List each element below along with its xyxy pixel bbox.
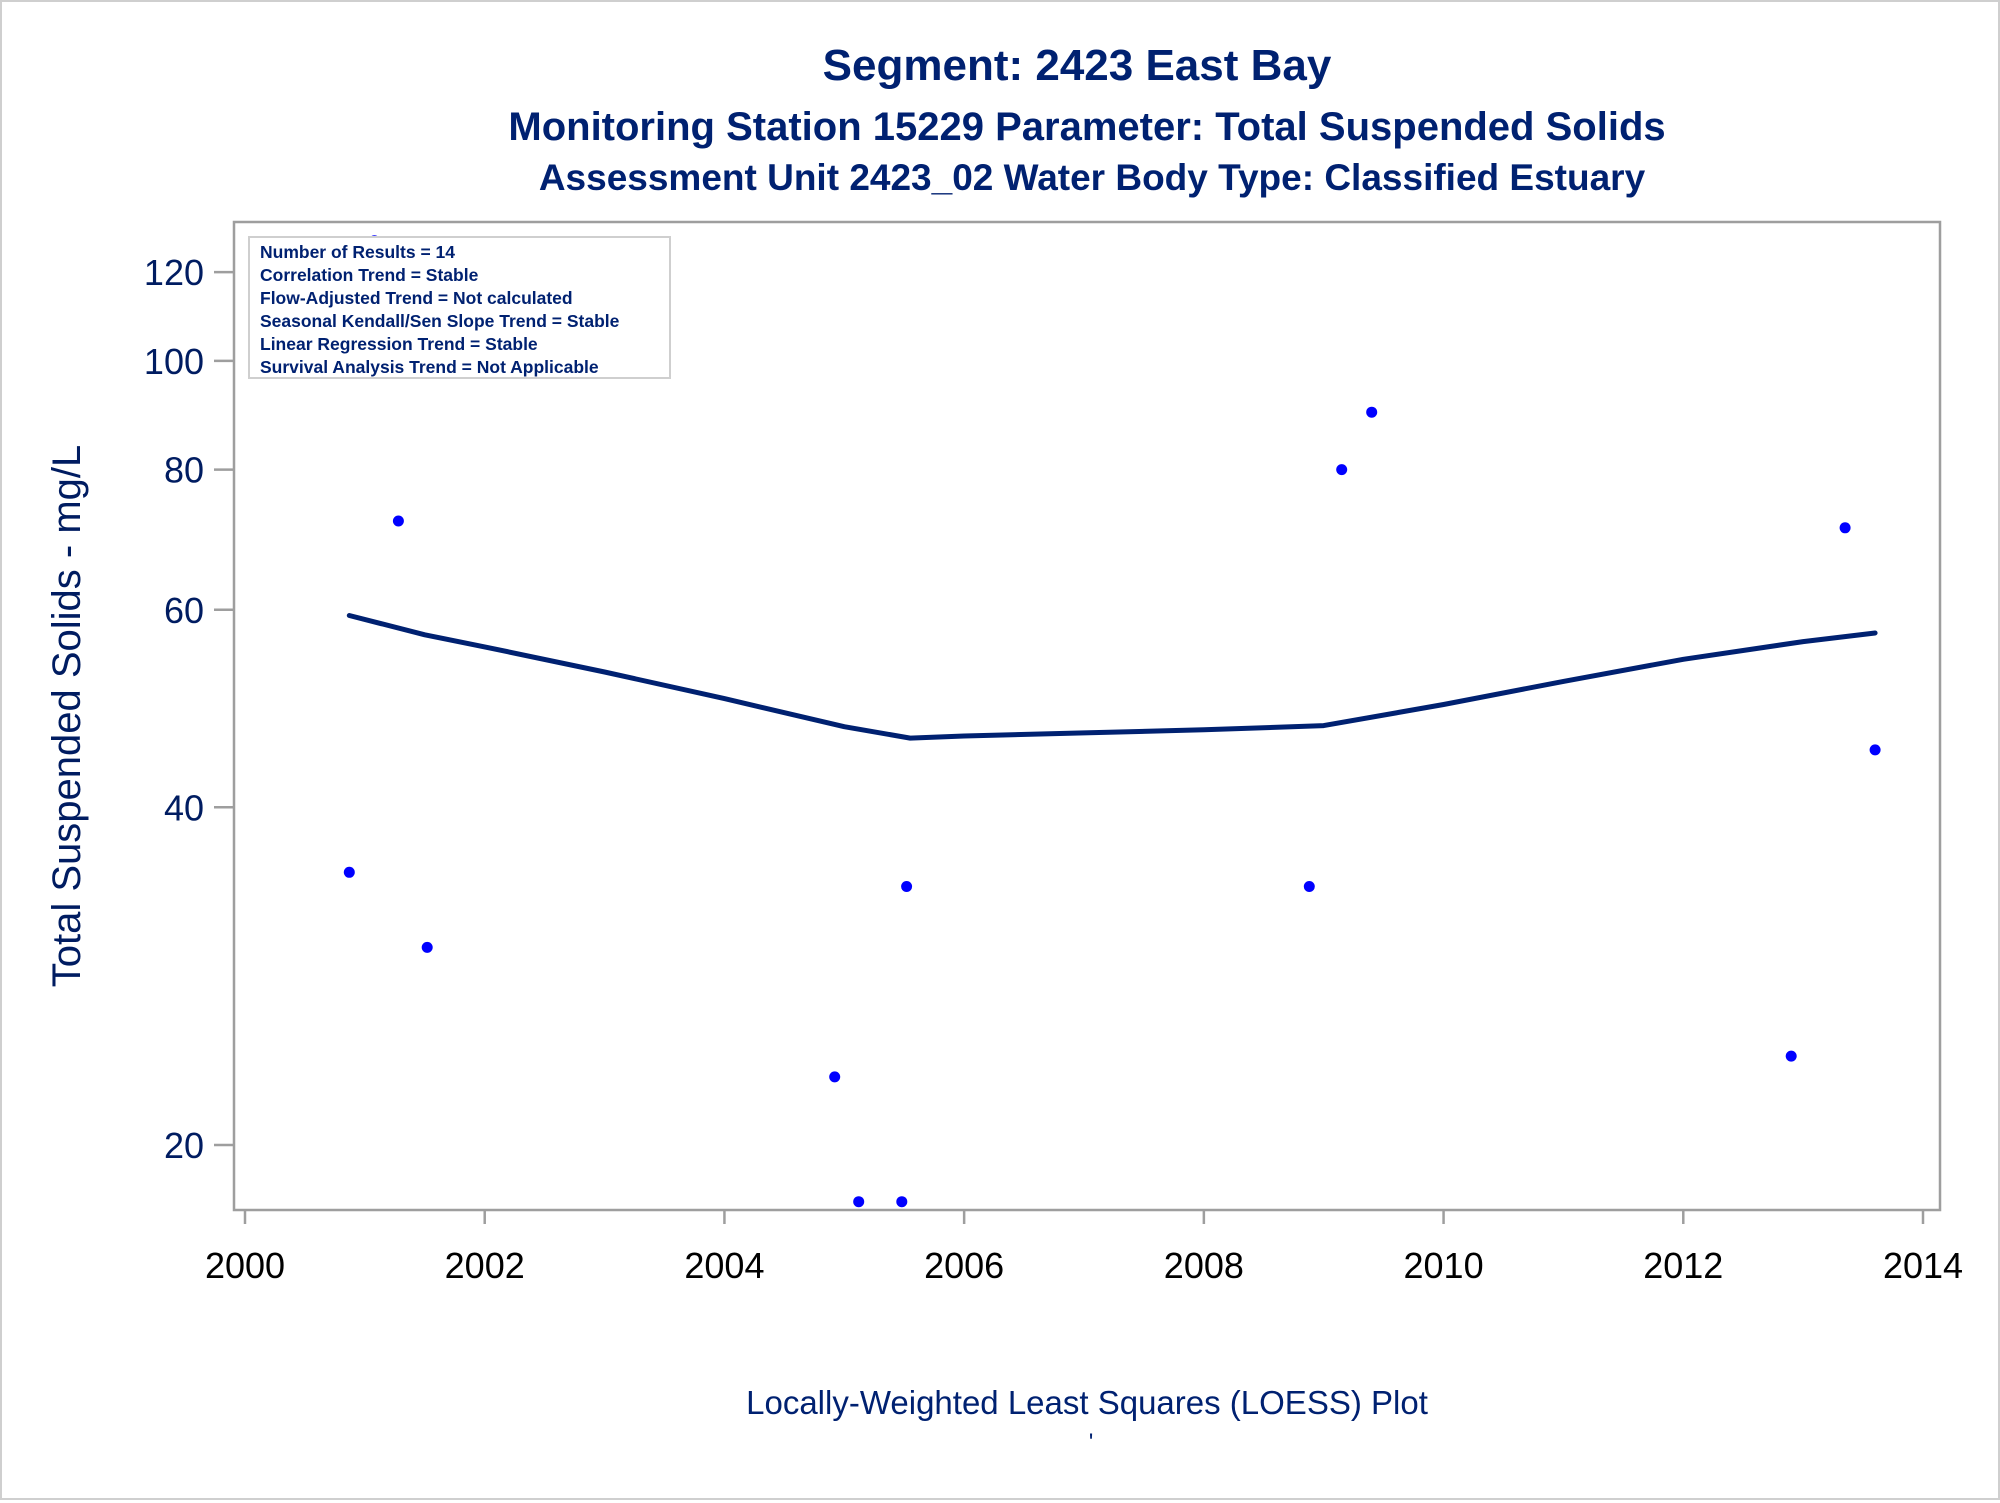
x-tick-label-2012: 2012 <box>1643 1245 1723 1286</box>
data-point-13 <box>1839 522 1851 534</box>
y-tick-label-80: 80 <box>164 450 204 491</box>
y-tick-label-20: 20 <box>164 1125 204 1166</box>
footnote-mark: ' <box>1089 1429 1094 1456</box>
x-axis: 2000 2002 2004 2006 2008 2010 2012 2014 <box>205 1210 1963 1286</box>
legend-line-1: Number of Results = 14 <box>260 242 455 262</box>
plot-area <box>232 220 1942 1212</box>
footnote: Locally-Weighted Least Squares (LOESS) P… <box>746 1384 1428 1421</box>
y-tick-label-60: 60 <box>164 590 204 631</box>
x-tick-label-2002: 2002 <box>445 1245 525 1286</box>
data-point-6 <box>853 1196 865 1208</box>
chart-subtitle-2: Assessment Unit 2423_02 Water Body Type:… <box>539 157 1646 198</box>
data-point-4 <box>421 941 433 953</box>
legend-box <box>248 236 671 379</box>
data-point-11 <box>1366 406 1378 418</box>
loess-layer <box>346 613 1878 741</box>
data-point-12 <box>1785 1050 1797 1062</box>
chart-title: Segment: 2423 East Bay <box>823 41 1332 90</box>
data-point-5 <box>829 1071 841 1083</box>
x-tick-label-2010: 2010 <box>1404 1245 1484 1286</box>
y-tick-label-120: 120 <box>144 252 204 293</box>
y-tick-label-100: 100 <box>144 341 204 382</box>
x-tick-label-2004: 2004 <box>684 1245 764 1286</box>
data-point-14 <box>1869 744 1881 756</box>
data-point-9 <box>1303 881 1315 892</box>
data-point-1 <box>343 866 355 878</box>
legend-line-4: Seasonal Kendall/Sen Slope Trend = Stabl… <box>260 311 620 331</box>
legend-line-6: Survival Analysis Trend = Not Applicable <box>260 357 599 377</box>
chart-subtitle: Monitoring Station 15229 Parameter: Tota… <box>508 105 1665 149</box>
data-point-7 <box>896 1196 908 1208</box>
data-point-3 <box>392 515 404 527</box>
x-tick-label-2014: 2014 <box>1883 1245 1963 1286</box>
x-tick-label-2006: 2006 <box>924 1245 1004 1286</box>
legend-line-2: Correlation Trend = Stable <box>260 265 479 285</box>
y-axis: 20 40 60 80 100 120 <box>144 252 234 1166</box>
legend-line-5: Linear Regression Trend = Stable <box>260 334 538 354</box>
loess-curve <box>346 613 1878 741</box>
legend-line-3: Flow-Adjusted Trend = Not calculated <box>260 288 573 308</box>
y-axis-label: Total Suspended Solids - mg/L <box>45 445 89 988</box>
legend: Number of Results = 14 Correlation Trend … <box>260 242 620 377</box>
data-point-8 <box>901 881 913 892</box>
x-tick-label-2008: 2008 <box>1164 1245 1244 1286</box>
data-point-10 <box>1336 464 1348 476</box>
y-tick-label-40: 40 <box>164 787 204 828</box>
x-tick-label-2000: 2000 <box>205 1245 285 1286</box>
